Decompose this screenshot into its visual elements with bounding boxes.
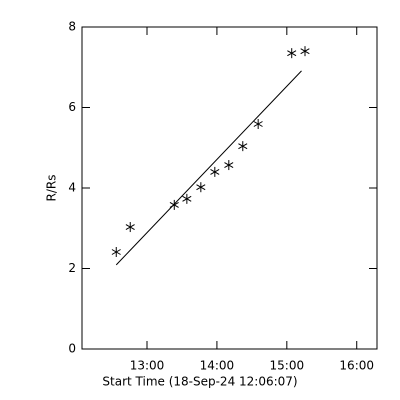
data-point	[287, 48, 297, 59]
asterisk-stroke	[253, 121, 263, 127]
asterisk-stroke	[125, 224, 135, 230]
y-tick-label: 0	[68, 342, 76, 356]
y-tick-label: 6	[68, 100, 76, 114]
data-point	[224, 160, 234, 171]
x-tick-label: 13:00	[130, 359, 165, 373]
asterisk-stroke	[224, 162, 234, 168]
data-point	[111, 246, 121, 257]
y-tick-label: 4	[68, 181, 76, 195]
y-tick-label: 2	[68, 261, 76, 275]
asterisk-stroke	[287, 50, 297, 57]
asterisk-stroke	[196, 184, 206, 191]
data-point	[196, 182, 206, 193]
data-point	[182, 193, 192, 204]
asterisk-stroke	[111, 249, 121, 255]
asterisk-stroke	[238, 143, 248, 150]
y-tick-label: 8	[68, 20, 76, 34]
data-point	[300, 46, 310, 57]
plot-frame	[81, 26, 378, 350]
x-tick-label: 14:00	[200, 359, 235, 373]
data-point	[210, 166, 220, 177]
x-axis-title: Start Time (18-Sep-24 12:06:07)	[102, 375, 297, 389]
y-axis-title: R/Rs	[45, 175, 59, 202]
x-tick-label: 15:00	[270, 359, 305, 373]
fit-line	[115, 70, 302, 266]
data-point	[125, 222, 135, 233]
asterisk-stroke	[210, 168, 220, 175]
asterisk-stroke	[182, 195, 192, 202]
x-tick-label: 16:00	[339, 359, 374, 373]
data-point	[238, 141, 248, 152]
data-point	[253, 119, 263, 130]
asterisk-stroke	[300, 48, 310, 55]
